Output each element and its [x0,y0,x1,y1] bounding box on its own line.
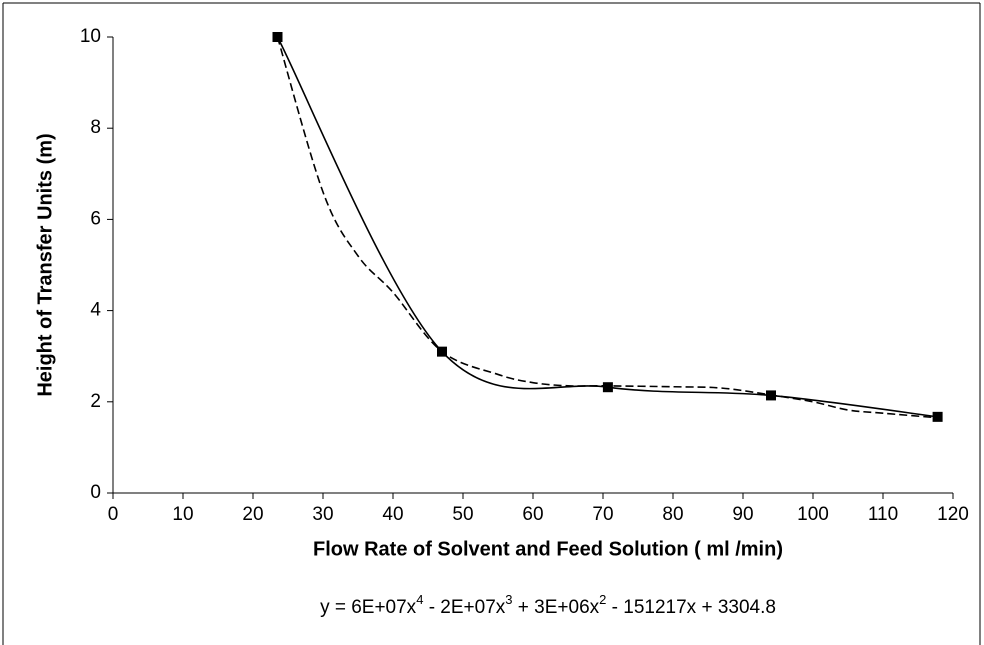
x-tick-label: 80 [662,504,683,525]
x-tick-label: 100 [797,504,829,525]
x-tick-label: 20 [242,504,263,525]
y-tick-label: 0 [90,482,101,503]
data-marker [272,32,283,42]
data-marker [766,390,776,401]
equation-part: 3 [505,592,512,607]
data-marker [437,346,447,357]
equation-part: - 151217x + 3304.8 [606,597,776,618]
equation-part: - 2E+07x [423,597,505,618]
x-tick-label: 40 [382,504,403,525]
x-tick-label: 120 [937,504,969,525]
x-axis-title: Flow Rate of Solvent and Feed Solution (… [313,538,783,560]
equation-part: + 3E+06x [513,597,600,618]
y-axis-title: Height of Transfer Units (m) [34,133,56,396]
series-line [276,36,938,418]
x-tick-label: 90 [732,504,753,525]
x-tick-label: 0 [108,504,119,525]
x-tick-label: 30 [312,504,333,525]
y-tick-label: 4 [90,300,101,321]
equation-part: 2 [599,592,606,607]
data-marker [602,382,613,393]
y-tick-label: 10 [80,26,101,47]
data-marker [932,411,943,422]
equation-part: 4 [416,592,423,607]
y-tick-label: 2 [90,391,101,412]
x-tick-label: 70 [592,504,613,525]
x-tick-label: 60 [522,504,543,525]
trendline-equation: y = 6E+07x4 - 2E+07x3 + 3E+06x2 - 151217… [320,592,776,618]
equation-part: y = 6E+07x [320,597,417,618]
x-tick-label: 10 [172,504,193,525]
y-tick-label: 6 [90,208,101,229]
x-tick-label: 50 [452,504,473,525]
x-tick-label: 110 [868,504,898,525]
y-tick-label: 8 [90,117,101,138]
series-line [276,36,938,419]
